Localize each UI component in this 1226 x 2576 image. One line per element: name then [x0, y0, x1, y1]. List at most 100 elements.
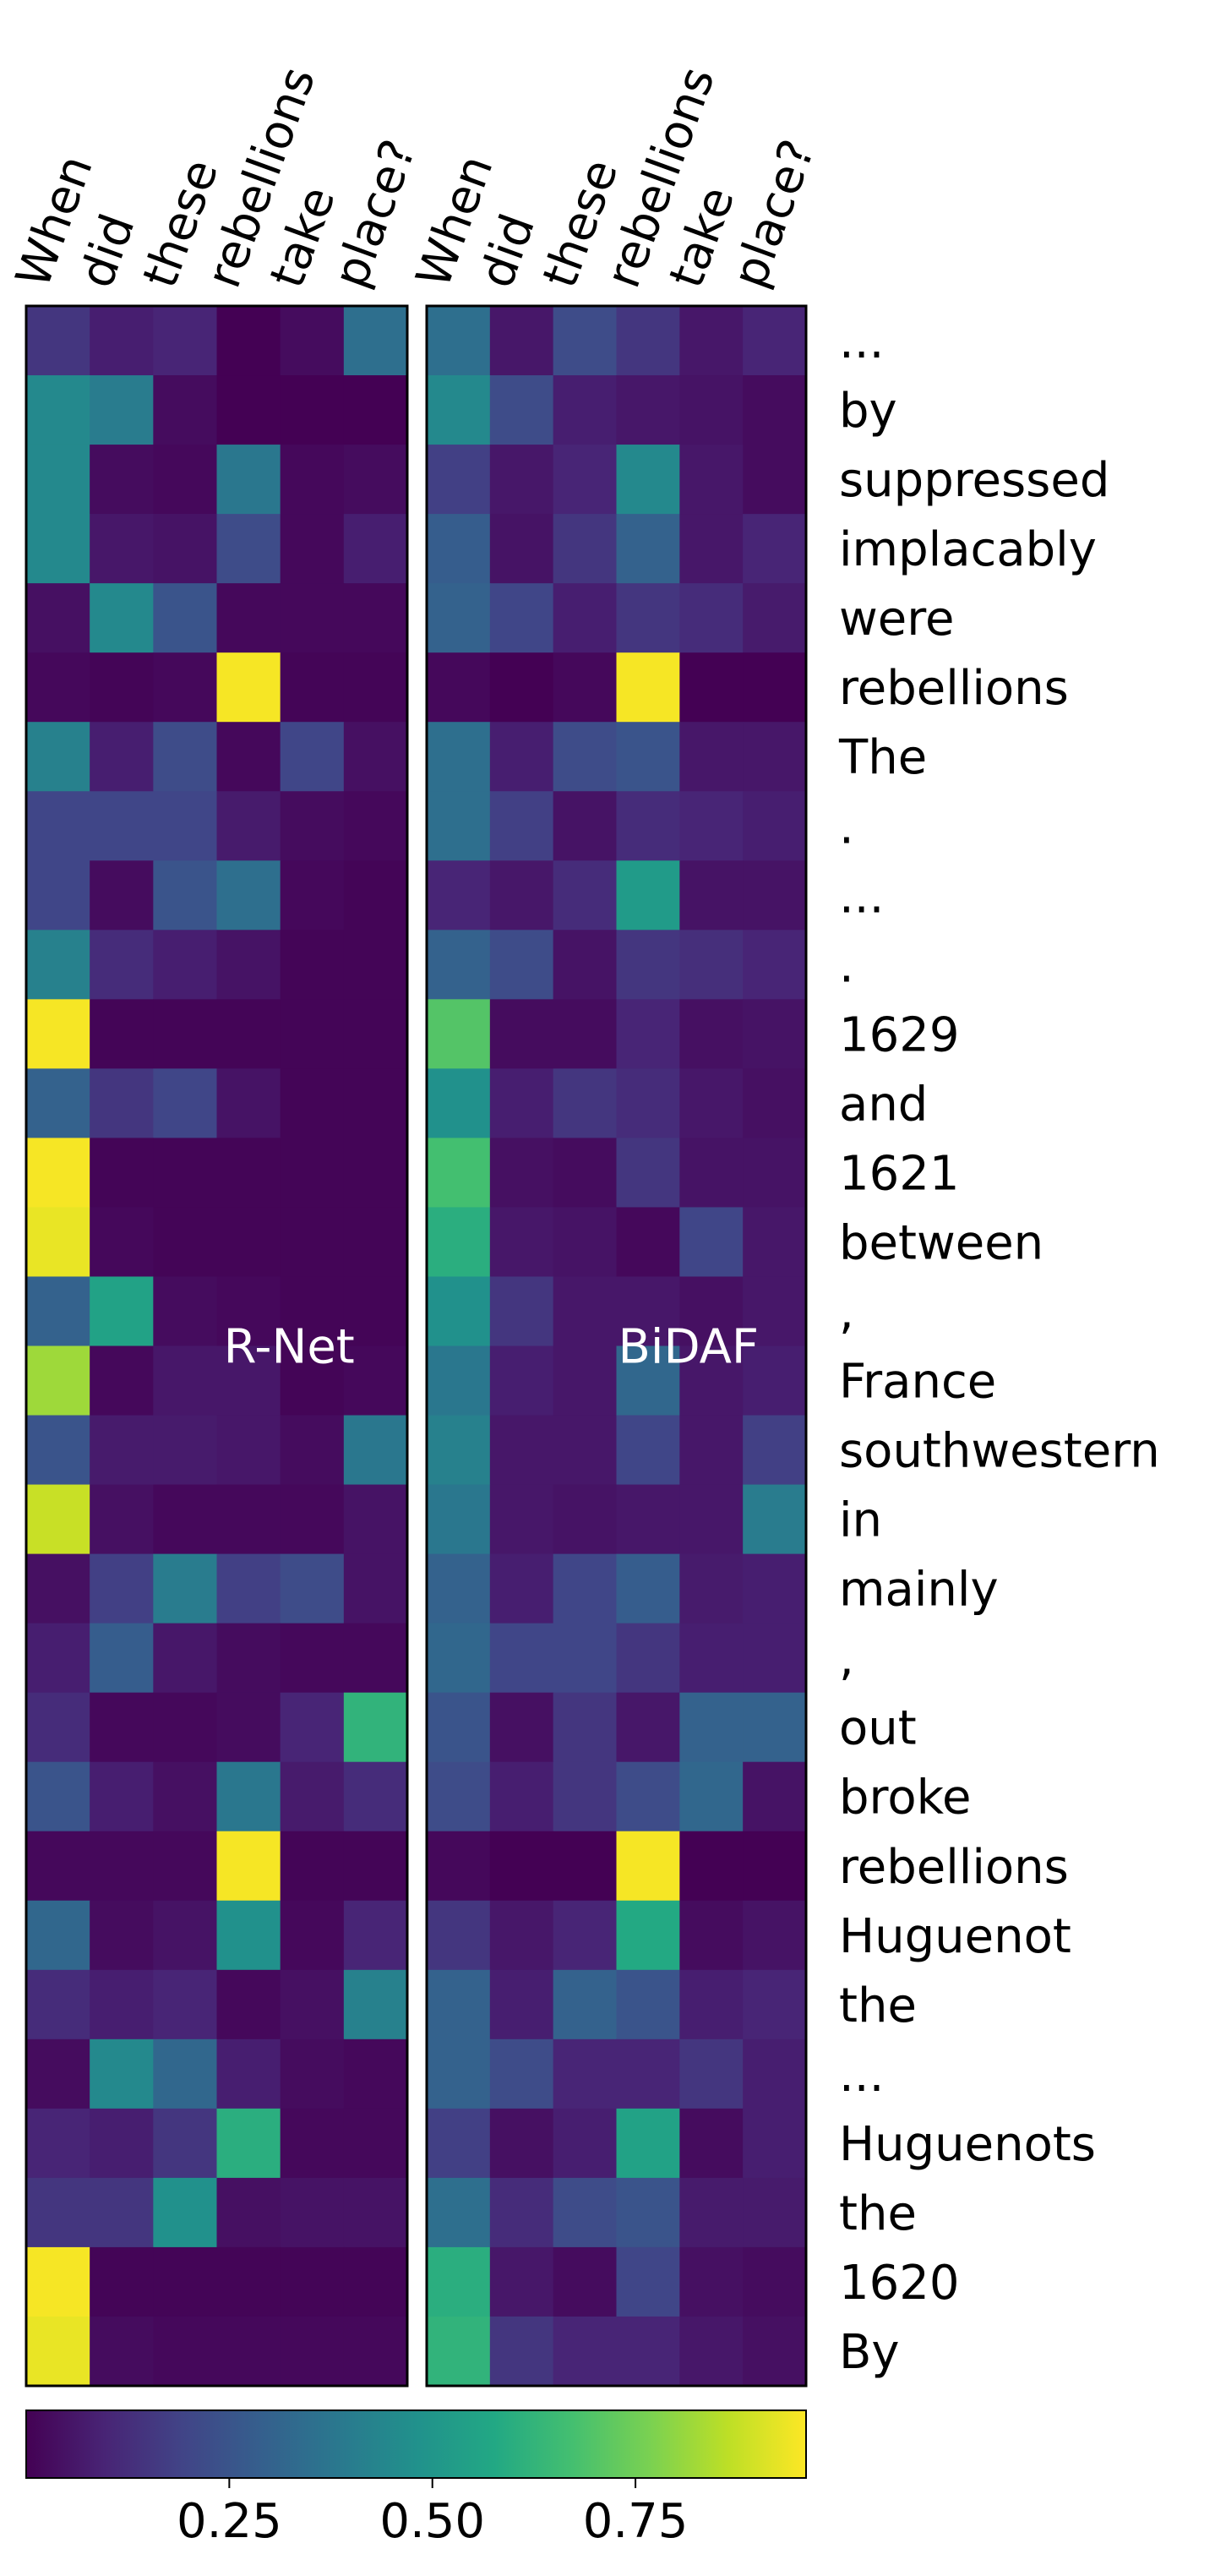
heatmap-cell: [743, 1761, 807, 1832]
heatmap-cell: [427, 791, 491, 861]
heatmap-cell: [90, 2177, 154, 2248]
heatmap-cell: [427, 306, 491, 376]
heatmap-cell: [427, 999, 491, 1069]
heatmap-cell: [489, 1415, 554, 1486]
heatmap-cell: [153, 652, 218, 723]
heatmap-cell: [280, 2177, 345, 2248]
heatmap-cell: [26, 930, 90, 1000]
heatmap-cell: [553, 2038, 618, 2109]
heatmap-cell: [489, 930, 554, 1000]
heatmap-cell: [153, 1345, 218, 1416]
colorbar-tick-label: 0.50: [379, 2494, 485, 2549]
heatmap-cell: [343, 860, 408, 931]
heatmap-cell: [743, 514, 807, 584]
heatmap-cell: [743, 1345, 807, 1416]
heatmap-cell: [90, 306, 154, 376]
heatmap-cell: [743, 652, 807, 723]
heatmap-cell: [153, 2316, 218, 2387]
heatmap-cell: [679, 1207, 744, 1278]
heatmap-cell: [153, 1831, 218, 1902]
heatmap-cell: [90, 1207, 154, 1278]
heatmap-cell: [616, 583, 680, 653]
heatmap-cell: [616, 722, 680, 792]
heatmap-cell: [90, 2038, 154, 2109]
heatmap-cell: [679, 1068, 744, 1138]
heatmap-cell: [153, 375, 218, 445]
heatmap-cell: [679, 2108, 744, 2179]
heatmap-cell: [743, 2316, 807, 2387]
heatmap-cell: [216, 1415, 281, 1486]
heatmap-cell: [280, 652, 345, 723]
heatmap-cell: [427, 930, 491, 1000]
heatmap-cell: [489, 583, 554, 653]
heatmap-cell: [280, 2038, 345, 2109]
heatmap-cell: [679, 791, 744, 861]
heatmap-cell: [743, 1207, 807, 1278]
heatmap-cell: [343, 1068, 408, 1138]
heatmap-cell: [743, 2246, 807, 2317]
heatmap-cell: [26, 2108, 90, 2179]
heatmap-cell: [280, 999, 345, 1069]
heatmap-cell: [343, 791, 408, 861]
heatmap-cell: [489, 2108, 554, 2179]
heatmap-cell: [616, 1276, 680, 1347]
heatmap-cell: [553, 652, 618, 723]
heatmap-cell: [26, 1900, 90, 1971]
heatmap-cell: [216, 514, 281, 584]
heatmap-cell: [427, 1831, 491, 1902]
heatmap-cell: [90, 1068, 154, 1138]
panel-frame: [425, 304, 808, 2388]
heatmap-cell: [427, 2246, 491, 2317]
heatmap-cell: [743, 1553, 807, 1624]
heatmap-cell: [553, 2316, 618, 2387]
heatmap-cell: [216, 930, 281, 1000]
heatmap-cell: [26, 1415, 90, 1486]
heatmap-cell: [153, 1900, 218, 1971]
heatmap-cell: [343, 1623, 408, 1694]
colorbar: [25, 2410, 807, 2479]
heatmap-cell: [743, 583, 807, 653]
y-tick-label: ...: [839, 869, 884, 924]
heatmap-cell: [679, 1900, 744, 1971]
heatmap-cell: [743, 1138, 807, 1209]
colorbar-tick-label: 0.75: [583, 2494, 689, 2549]
heatmap-cell: [90, 652, 154, 723]
heatmap-cell: [489, 1900, 554, 1971]
heatmap-cell: [489, 445, 554, 515]
heatmap-cell: [616, 1623, 680, 1694]
heatmap-cell: [553, 2177, 618, 2248]
heatmap-cell: [427, 1138, 491, 1209]
heatmap-cell: [616, 652, 680, 723]
heatmap-cell: [26, 1692, 90, 1763]
heatmap-cell: [153, 514, 218, 584]
heatmap-cell: [26, 1553, 90, 1624]
heatmap-cell: [280, 1207, 345, 1278]
heatmap-cell: [90, 791, 154, 861]
heatmap-cell: [153, 1276, 218, 1347]
heatmap-cell: [427, 1207, 491, 1278]
heatmap-cell: [489, 1761, 554, 1832]
heatmap-cell: [553, 1484, 618, 1555]
heatmap-cell: [679, 2038, 744, 2109]
heatmap-cell: [616, 2177, 680, 2248]
heatmap-cell: [280, 2246, 345, 2317]
heatmap-cell: [489, 2038, 554, 2109]
y-tick-label: by: [839, 384, 897, 439]
heatmap-cell: [679, 1276, 744, 1347]
heatmap-cell: [427, 1761, 491, 1832]
heatmap-cell: [90, 2316, 154, 2387]
heatmap-cell: [489, 1484, 554, 1555]
heatmap-cell: [616, 2316, 680, 2387]
y-tick-label: the: [839, 2186, 917, 2241]
y-tick-label: Huguenot: [839, 1909, 1071, 1964]
heatmap-cell: [216, 2177, 281, 2248]
heatmap-cell: [26, 1484, 90, 1555]
heatmap-cell: [679, 999, 744, 1069]
heatmap-cell: [280, 375, 345, 445]
heatmap-cell: [343, 1969, 408, 2040]
heatmap-cell: [489, 791, 554, 861]
heatmap-cell: [679, 1692, 744, 1763]
heatmap-cell: [343, 306, 408, 376]
heatmap-cell: [216, 1138, 281, 1209]
